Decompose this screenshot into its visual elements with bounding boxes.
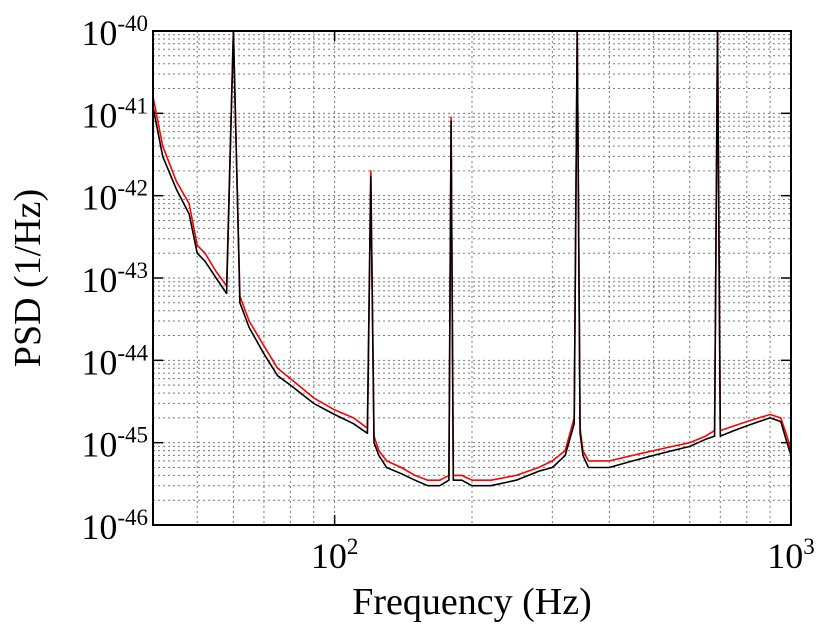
y-axis-label: PSD (1/Hz) [7, 189, 49, 367]
y-tick-label: 10-46 [81, 505, 148, 547]
series-line-1 [152, 30, 792, 487]
y-tick-label: 10-40 [81, 11, 148, 53]
y-tick-label: 10-44 [81, 340, 148, 382]
x-tick-labels: 102 103 [311, 534, 815, 576]
y-tick-label: 10-41 [81, 93, 148, 135]
x-axis-label: Frequency (Hz) [352, 581, 592, 623]
y-tick-label: 10-45 [81, 423, 148, 465]
y-tick-label: 10-42 [81, 176, 148, 218]
y-tick-label: 10-43 [81, 258, 148, 300]
series-lines [152, 30, 792, 487]
grid-lines [153, 30, 792, 526]
x-tick-label: 102 [311, 534, 359, 576]
plot-frame [152, 30, 792, 526]
y-tick-labels: 10-40 10-41 10-42 10-43 10-44 10-45 10-46 [81, 11, 148, 547]
x-tick-label: 103 [767, 534, 815, 576]
